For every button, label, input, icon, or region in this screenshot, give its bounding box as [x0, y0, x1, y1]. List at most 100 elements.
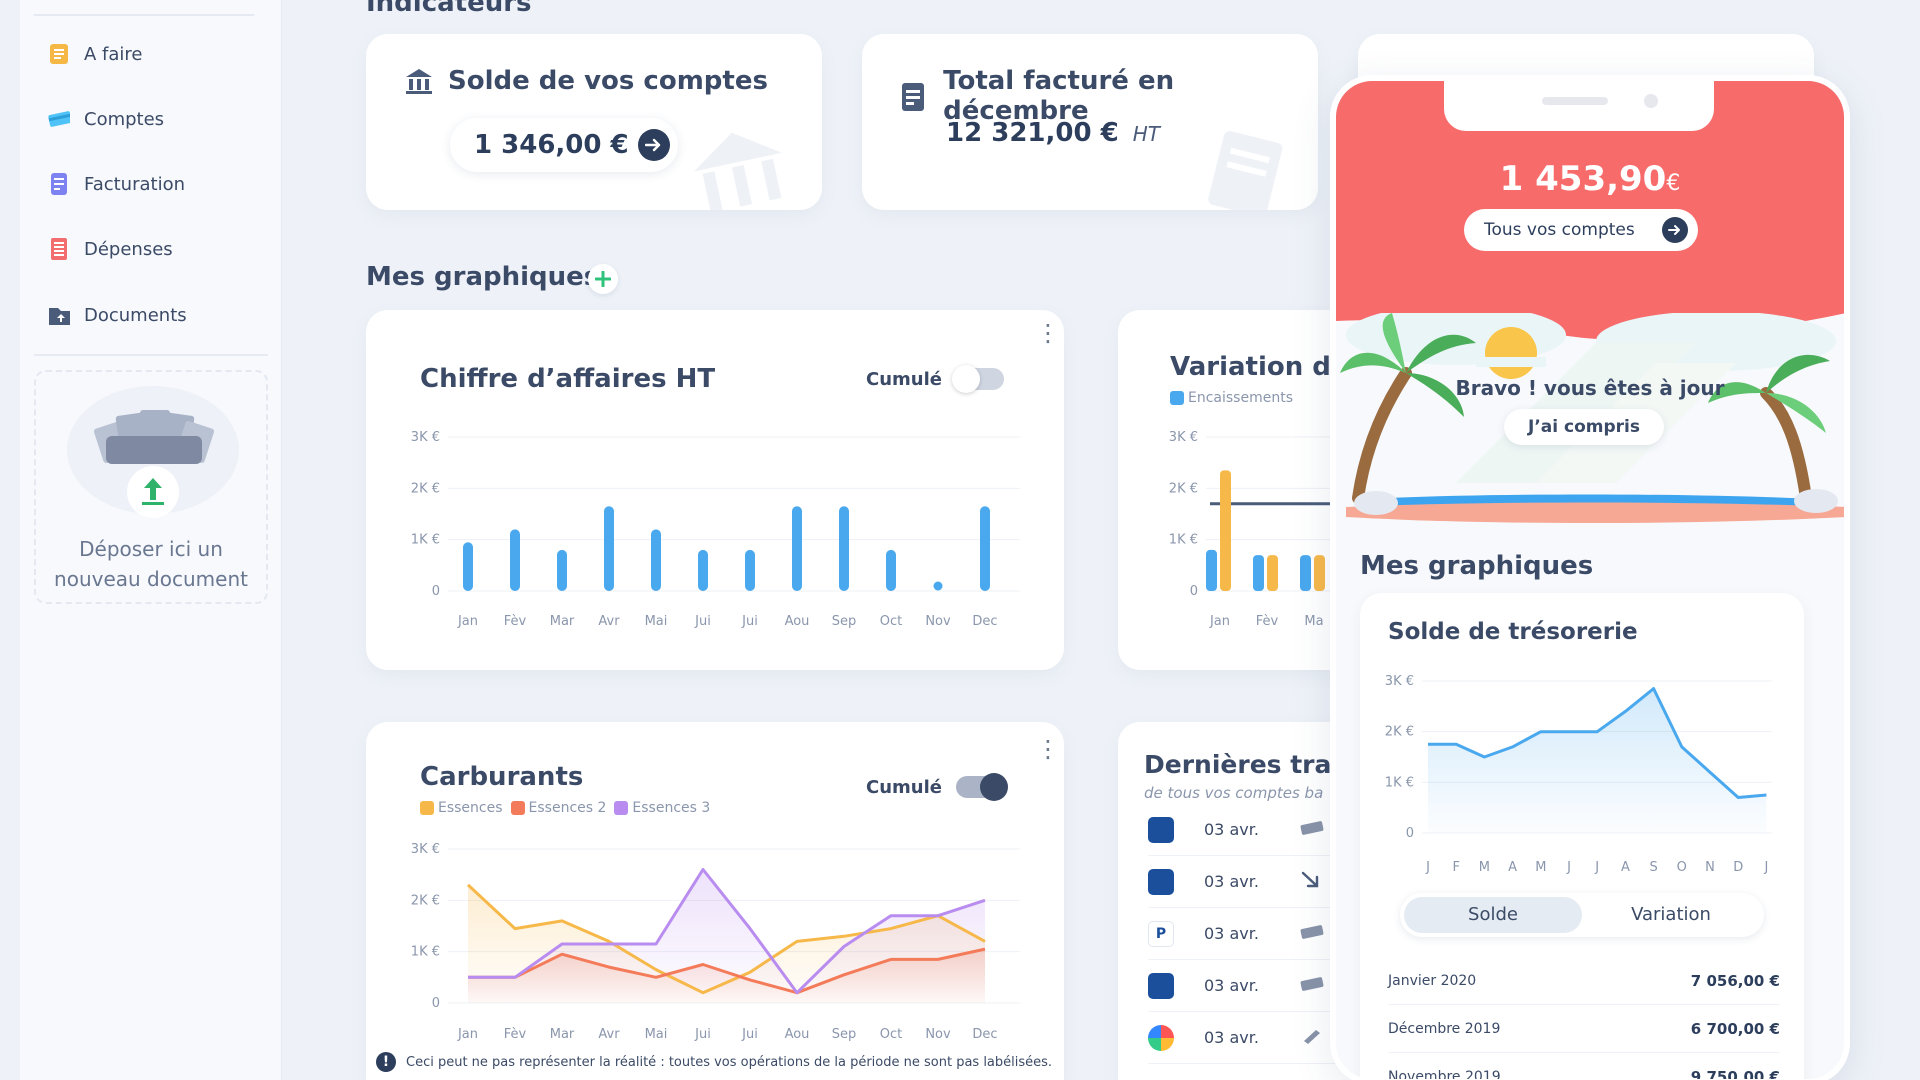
x-tick-label: A — [1508, 860, 1517, 875]
transaction-row[interactable]: P 03 avr. — [1148, 908, 1348, 960]
cumulative-toggle-group: Cumulé — [866, 773, 1008, 801]
series-line — [468, 868, 986, 995]
transaction-date: 03 avr. — [1204, 1028, 1259, 1047]
upload-illustration-icon — [67, 386, 239, 518]
speaker — [1542, 97, 1608, 105]
dropzone-text-line: Déposer ici un — [79, 537, 223, 561]
transaction-row[interactable]: 03 avr. — [1148, 960, 1348, 1012]
sidebar-item-depenses[interactable]: Dépenses — [48, 229, 173, 269]
chart-title: Solde de trésorerie — [1388, 619, 1638, 645]
x-tick-label: Dec — [972, 1027, 997, 1042]
x-tick-label: Fèv — [504, 1027, 527, 1042]
cumulative-toggle[interactable] — [955, 773, 1008, 801]
x-tick-label: M — [1535, 860, 1546, 875]
y-tick-label: 1K € — [411, 945, 440, 960]
phone-amount-currency: € — [1666, 171, 1681, 196]
bar — [698, 549, 708, 591]
kpi-card-balance[interactable]: Solde de vos comptes 1 346,00 € — [366, 34, 822, 210]
add-graph-button[interactable] — [588, 264, 618, 294]
balance-value: 9 750,00 € — [1690, 1067, 1780, 1080]
sidebar: A faire Comptes Facturation Dépenses Doc… — [20, 0, 282, 1080]
sidebar-item-facturation[interactable]: Facturation — [48, 164, 185, 204]
x-tick-label: Oct — [880, 1027, 902, 1042]
y-tick-label: 1K € — [1385, 775, 1414, 790]
y-tick-label: 0 — [432, 584, 440, 599]
camera — [1644, 94, 1658, 108]
x-tick-label: J — [1566, 860, 1571, 875]
section-title-graphs: Mes graphiques — [366, 262, 600, 292]
bar — [1220, 470, 1231, 591]
transaction-date: 03 avr. — [1204, 924, 1259, 943]
y-tick-label: 0 — [1406, 826, 1414, 841]
document-dropzone[interactable]: Déposer ici un nouveau document — [34, 370, 268, 604]
sidebar-item-documents[interactable]: Documents — [48, 295, 187, 335]
chart-legend: Encaissements — [1170, 390, 1293, 406]
treasury-chart-card: Solde de trésorerie 3K € 2K € 1K € 0 J F M A M J J… — [1360, 593, 1804, 1080]
balance-row[interactable]: Décembre 2019 6 700,00 € — [1388, 1005, 1780, 1053]
segment-variation[interactable]: Variation — [1631, 904, 1711, 925]
x-tick-label: Dec — [972, 614, 997, 629]
balance-pill-button[interactable]: 1 346,00 € — [450, 118, 678, 172]
bank-logo-icon — [1148, 816, 1174, 843]
cumulative-toggle[interactable] — [951, 365, 1004, 393]
chart-card-revenue: Chiffre d’affaires HT Cumulé ⋮ 3K €2K €1… — [366, 310, 1064, 670]
sidebar-divider — [34, 0, 254, 16]
arrow-right-icon[interactable] — [638, 129, 670, 161]
bar — [651, 529, 661, 591]
x-tick-label: Jui — [694, 614, 711, 629]
y-tick-label: 3K € — [411, 842, 440, 857]
sidebar-item-comptes[interactable]: Comptes — [48, 99, 164, 139]
segment-solde[interactable]: Solde — [1404, 897, 1582, 933]
invoice-watermark-icon — [1208, 131, 1283, 210]
transaction-date: 03 avr. — [1204, 820, 1259, 839]
x-tick-label: Sep — [832, 1027, 857, 1042]
fuel-area-chart: 3K € 2K € 1K € 0 Jan Fèv Mar Avr Mai Jui Jui Aou Sep… — [411, 842, 1020, 1042]
arrow-down-right-icon — [1300, 870, 1322, 894]
kpi-balance-title-text: Solde de vos comptes — [448, 66, 768, 96]
x-tick-label: F — [1452, 860, 1459, 875]
multicolor-logo-icon — [1148, 1024, 1174, 1051]
bank-logo-icon — [1148, 972, 1174, 999]
balance-row[interactable]: Novembre 2019 9 750,00 € — [1388, 1053, 1780, 1080]
sidebar-item-a-faire[interactable]: A faire — [48, 34, 142, 74]
up-to-date-message: Bravo ! vous êtes à jour — [1455, 376, 1725, 400]
transaction-row[interactable]: 03 avr. — [1148, 1012, 1348, 1064]
transaction-row[interactable]: 03 avr. — [1148, 856, 1348, 908]
bar — [1206, 549, 1217, 591]
kpi-invoiced-title-text: Total facturé en décembre — [943, 66, 1175, 126]
bar — [886, 549, 896, 591]
y-tick-label: 2K € — [411, 893, 440, 908]
understood-button[interactable]: J’ai compris — [1504, 409, 1664, 445]
x-tick-label: Oct — [880, 614, 902, 629]
balance-row[interactable]: Janvier 2020 7 056,00 € — [1388, 957, 1780, 1005]
legend-swatch — [510, 801, 525, 815]
x-tick-label: Jan — [457, 614, 478, 629]
x-tick-label: S — [1649, 860, 1657, 875]
x-tick-label: Mai — [645, 1027, 668, 1042]
legend-label: Essences 2 — [528, 800, 607, 816]
all-accounts-button[interactable]: Tous vos comptes — [1464, 209, 1698, 251]
invoice-icon — [48, 173, 70, 195]
x-tick-label: Jui — [694, 1027, 711, 1042]
bar — [463, 542, 473, 591]
transaction-row[interactable]: 03 avr. — [1148, 804, 1348, 856]
balance-value: 7 056,00 € — [1690, 971, 1780, 990]
balance-month: Décembre 2019 — [1388, 1020, 1501, 1037]
bank-logo-icon — [1148, 868, 1174, 895]
balance-month: Janvier 2020 — [1388, 972, 1477, 989]
bar — [1267, 555, 1278, 591]
all-accounts-label: Tous vos comptes — [1484, 220, 1635, 240]
chart-title: Carburants — [420, 762, 584, 792]
section-title-indicators: Indicateurs — [366, 0, 532, 18]
x-tick-label: Fèv — [1256, 614, 1279, 629]
chart-legend: Essences Essences 2 Essences 3 — [420, 800, 710, 816]
bar — [1300, 555, 1311, 591]
x-tick-label: Fèv — [504, 614, 527, 629]
x-tick-label: Aou — [785, 614, 810, 629]
dropzone-text-line: nouveau document — [54, 567, 248, 591]
transaction-date: 03 avr. — [1204, 976, 1259, 995]
y-tick-label: 1K € — [1169, 533, 1198, 548]
series-line — [468, 947, 986, 995]
x-tick-label: O — [1677, 860, 1687, 875]
kpi-invoiced-value-row: 12 321,00 € HT — [946, 118, 1160, 148]
